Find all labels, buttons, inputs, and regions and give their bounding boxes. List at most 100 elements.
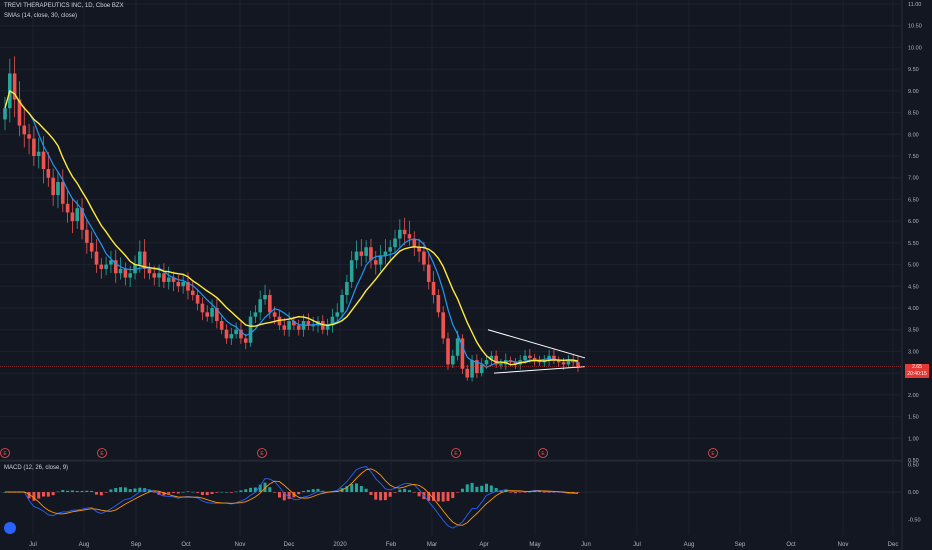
candle-body	[65, 203, 70, 213]
candle-body	[56, 182, 60, 196]
earnings-marker	[451, 448, 461, 458]
macd-histogram-bar	[167, 492, 171, 494]
macd-histogram-bar	[234, 491, 238, 493]
macd-histogram-bar	[32, 492, 36, 501]
candle-body	[113, 260, 118, 274]
macd-histogram-bar	[494, 488, 498, 493]
macd-histogram-bar	[412, 492, 416, 493]
macd-histogram-bar	[99, 492, 103, 496]
earnings-marker-label: E	[541, 451, 545, 457]
y-tick-label: 8.00	[908, 132, 919, 138]
candle-body	[373, 260, 378, 265]
macd-histogram-bar	[441, 492, 445, 502]
macd-histogram-bar	[114, 487, 118, 493]
candle-body	[85, 229, 89, 243]
candle-body	[417, 247, 421, 252]
candle-body	[287, 321, 291, 330]
macd-histogram-bar	[287, 492, 291, 499]
bar-countdown-tag: 20:40:15	[905, 371, 929, 378]
candle-body	[138, 251, 142, 265]
candle-body	[268, 294, 272, 313]
macd-histogram-bar	[383, 492, 387, 501]
macd-histogram-bar	[282, 492, 286, 501]
candle-body	[210, 308, 214, 317]
candle-body	[422, 251, 426, 265]
candle-body	[22, 125, 27, 135]
candle-body	[306, 321, 311, 326]
candle-body	[455, 338, 460, 356]
x-tick-label: Jun	[581, 542, 591, 548]
macd-histogram-bar	[104, 492, 108, 493]
candle-body	[436, 294, 441, 313]
macd-histogram-bar	[350, 484, 354, 493]
macd-histogram-bar	[321, 490, 325, 493]
macd-histogram-bar	[128, 489, 132, 493]
candle-body	[152, 273, 157, 278]
earnings-marker	[257, 448, 267, 458]
candle-body	[398, 229, 402, 239]
candle-body	[263, 294, 267, 300]
y-tick-label: 7.00	[908, 176, 919, 182]
y-tick-label: 3.00	[908, 349, 919, 355]
x-tick-label: Dec	[284, 542, 295, 548]
candle-body	[513, 362, 518, 365]
candle-body	[195, 294, 200, 304]
candle-body	[12, 73, 17, 100]
candle-body	[345, 281, 349, 295]
macd-histogram-bar	[302, 490, 306, 493]
macd-histogram-bar	[306, 489, 310, 493]
candle-body	[547, 355, 551, 361]
macd-histogram-bar	[200, 492, 204, 495]
sma-30-line	[4, 89, 579, 366]
y-tick-label: 6.00	[908, 219, 919, 225]
macd-histogram-bar	[485, 483, 489, 493]
y-tick-label: 3.50	[908, 328, 919, 334]
macd-histogram-bar	[273, 492, 277, 493]
macd-histogram-bar	[152, 492, 156, 493]
macd-histogram-bar	[210, 492, 214, 495]
y-tick-label: 11.00	[908, 2, 921, 8]
tradingview-logo-icon[interactable]	[4, 522, 16, 534]
candle-body	[407, 234, 412, 239]
candle-body	[479, 364, 484, 374]
macd-histogram-bar	[229, 492, 233, 493]
candle-body	[123, 268, 128, 278]
macd-histogram-bar	[133, 488, 137, 493]
candle-body	[186, 281, 190, 291]
macd-histogram-bar	[446, 492, 450, 501]
y-tick-label: 9.50	[908, 67, 919, 73]
macd-histogram-bar	[451, 492, 455, 499]
macd-histogram-bar	[311, 489, 315, 493]
candle-body	[36, 151, 41, 156]
candle-body	[176, 281, 181, 287]
last-price-tag: 2.65	[905, 364, 929, 371]
macd-histogram-bar	[427, 492, 431, 501]
x-tick-label: Apr	[479, 542, 488, 548]
candle-body	[104, 264, 108, 269]
macd-histogram-bar	[147, 489, 151, 493]
candle-body	[89, 242, 94, 252]
candle-body	[330, 316, 335, 326]
macd-histogram-bar	[403, 488, 407, 493]
y-tick-label: 4.50	[908, 284, 919, 290]
x-tick-label: Nov	[235, 542, 246, 548]
macd-y-tick-label: -0.50	[908, 517, 921, 523]
y-tick-label: 2.00	[908, 393, 919, 399]
candle-body	[277, 316, 282, 326]
candle-body	[272, 312, 277, 317]
y-tick-label: 4.00	[908, 306, 919, 312]
candle-body	[552, 355, 556, 361]
macd-histogram-bar	[576, 492, 580, 493]
candle-body	[393, 238, 397, 248]
macd-histogram-bar	[244, 489, 248, 493]
macd-histogram-bar	[470, 482, 474, 493]
candle-body	[431, 281, 436, 295]
candle-body	[166, 277, 171, 282]
macd-histogram-bar	[220, 491, 224, 493]
macd-y-tick-label: 0.00	[908, 490, 919, 496]
candle-body	[27, 134, 31, 139]
candle-body	[354, 251, 359, 261]
macd-histogram-bar	[94, 492, 98, 495]
candle-body	[157, 273, 161, 278]
